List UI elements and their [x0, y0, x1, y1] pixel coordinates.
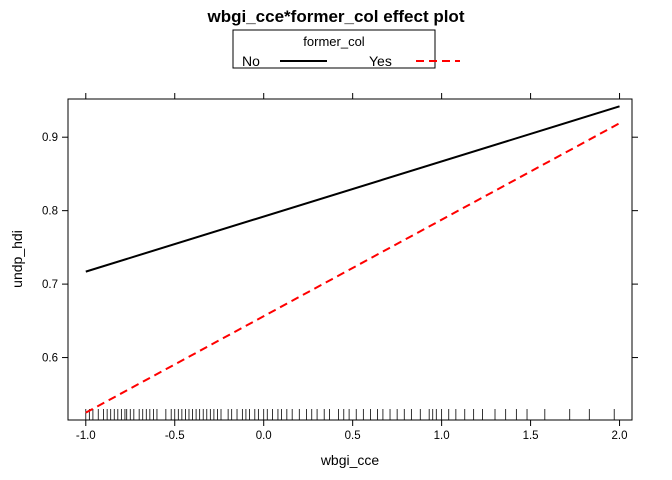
- x-tick-label: -1.0: [76, 430, 96, 442]
- x-tick-label: 1.0: [434, 430, 450, 442]
- series-line-yes: [85, 122, 621, 414]
- x-axis: -1.0 -0.5 0.0 0.5 1.0 1.5 2.0: [76, 93, 628, 442]
- x-tick-label: -0.5: [165, 430, 185, 442]
- x-tick-label: 0.5: [345, 430, 361, 442]
- legend-title: former_col: [303, 34, 365, 49]
- y-tick-label: 0.6: [42, 353, 58, 365]
- y-tick-label: 0.9: [42, 132, 58, 144]
- y-axis-title: undp_hdi: [9, 230, 25, 288]
- x-axis-title: wbgi_cce: [320, 452, 380, 468]
- legend: former_col No Yes: [232, 29, 460, 69]
- rug-marks: [85, 409, 615, 420]
- y-tick-label: 0.8: [42, 206, 58, 218]
- plot-panel: [67, 98, 633, 421]
- series-lines: [85, 105, 621, 414]
- chart-title: wbgi_cce*former_col effect plot: [207, 7, 465, 26]
- x-tick-label: 0.0: [256, 430, 272, 442]
- legend-box: [232, 29, 436, 69]
- legend-label-no: No: [242, 53, 260, 69]
- series-line-no: [85, 105, 620, 273]
- y-tick-label: 0.7: [42, 279, 58, 291]
- x-tick-label: 1.5: [523, 430, 539, 442]
- y-axis: 0.6 0.7 0.8 0.9: [42, 132, 638, 365]
- legend-label-yes: Yes: [369, 53, 392, 69]
- x-tick-label: 2.0: [612, 430, 628, 442]
